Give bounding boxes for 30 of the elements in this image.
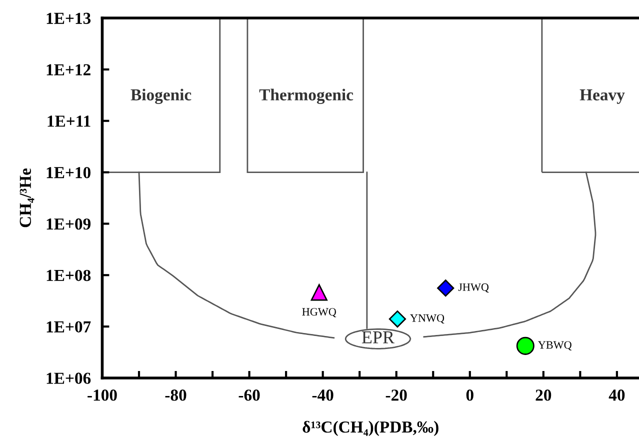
annotation: Thermogenic: [259, 88, 354, 104]
x-tick-label: -80: [165, 390, 186, 401]
x-tick-label: -60: [238, 390, 260, 401]
y-tick-label: 1E+08: [46, 270, 91, 282]
series-label: HGWQ: [302, 308, 336, 318]
series-label: YNWQ: [410, 314, 444, 324]
y-tick-label: 1E+10: [46, 166, 90, 178]
x-tick-label: 40: [608, 390, 625, 401]
x-tick-label: -40: [312, 390, 334, 401]
x-tick-label: -100: [88, 390, 117, 401]
x-tick-label: 20: [536, 390, 552, 401]
x-tick-label: 0: [466, 390, 474, 401]
series-label: YBWQ: [538, 341, 572, 350]
y-tick-label: 1E+07: [46, 321, 91, 332]
y-tick-label: 1E+12: [46, 64, 90, 76]
annotation: Biogenic: [130, 88, 192, 104]
annotation: Heavy: [580, 89, 625, 104]
y-tick-label: 1E+09: [46, 218, 91, 230]
y-axis-title: CH₄/³He: [20, 168, 34, 228]
point: [388, 310, 406, 328]
point: [437, 280, 454, 297]
y-tick-label: 1E+11: [48, 116, 90, 127]
x-tick-label: -20: [386, 390, 407, 401]
y-tick-label: 1E+06: [46, 372, 91, 384]
series-label: JHWQ: [458, 283, 489, 293]
y-tick-label: 1E+13: [46, 12, 91, 24]
point: [516, 336, 534, 355]
x-axis-title: δ¹³C(CH₄)(PDB,‰): [302, 420, 438, 436]
annotation: EPR: [362, 331, 395, 344]
point: [310, 284, 328, 301]
